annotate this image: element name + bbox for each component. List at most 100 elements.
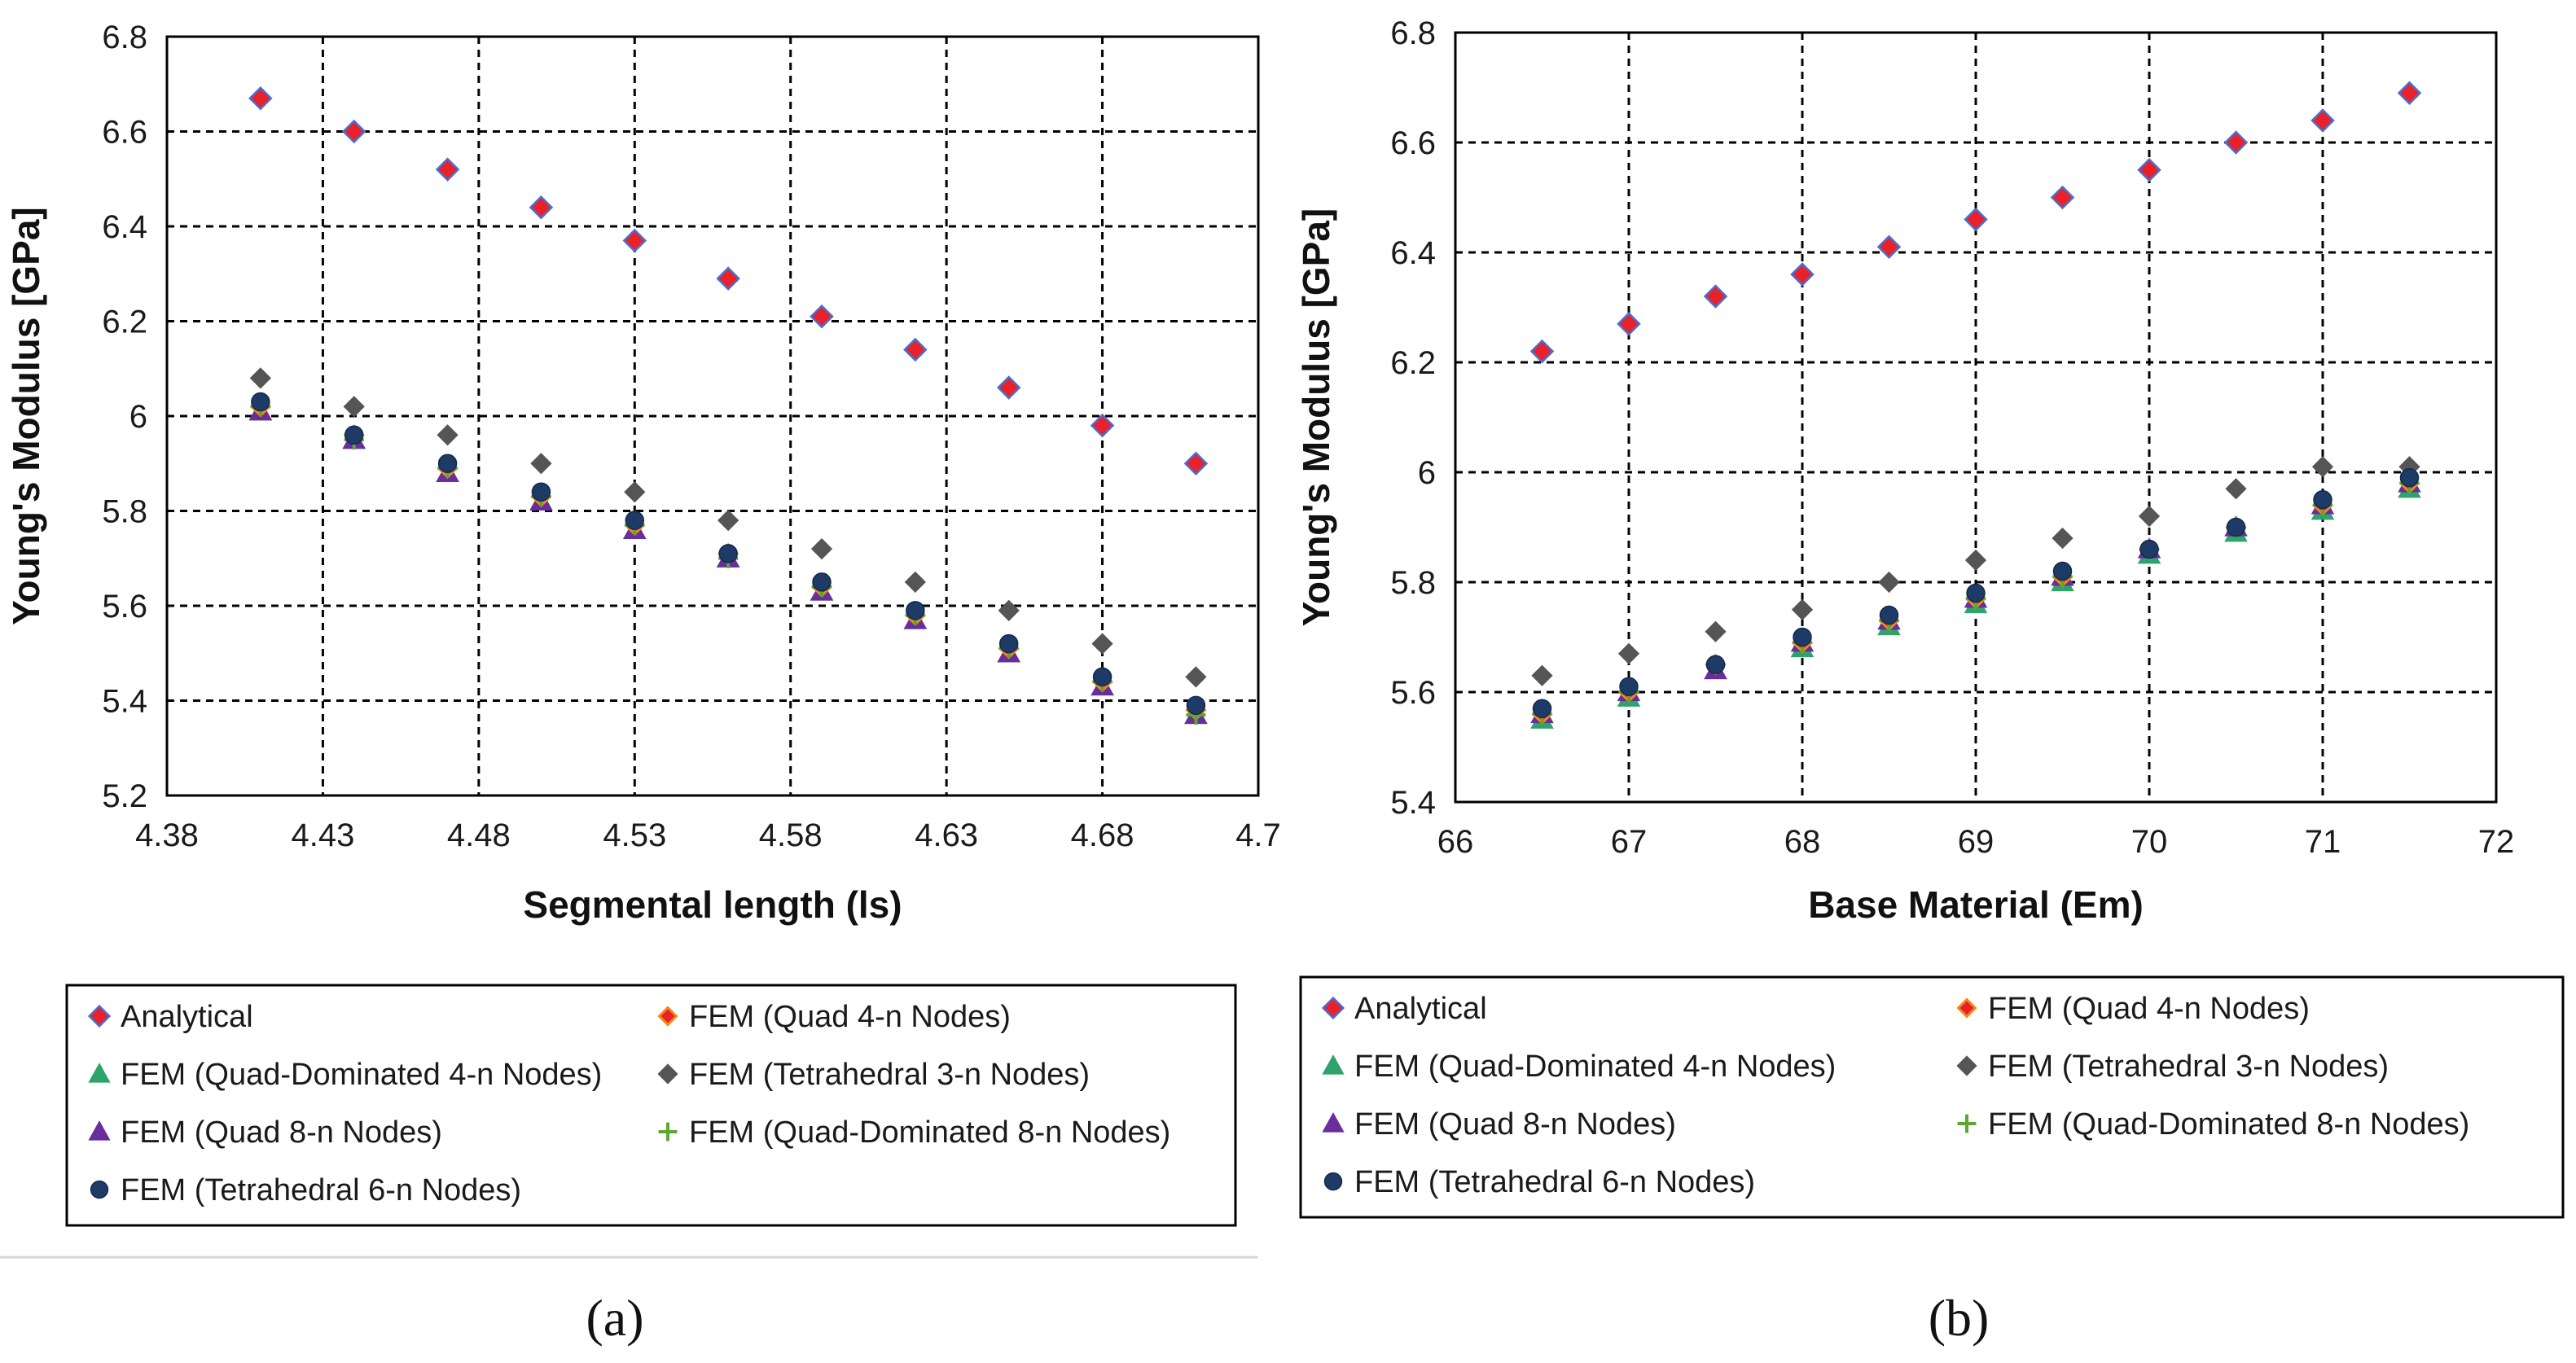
legend-label: Analytical — [121, 1000, 253, 1034]
data-point — [624, 481, 646, 503]
x-tick-label: 4.48 — [447, 817, 511, 853]
data-point — [1529, 339, 1555, 364]
legend-marker-tet3 — [1956, 1055, 1977, 1076]
data-point — [1793, 627, 1812, 647]
data-point — [810, 537, 833, 560]
x-tick-label: 4.53 — [603, 817, 666, 853]
y-tick-label: 6.4 — [1390, 235, 1436, 271]
data-point — [998, 633, 1019, 654]
x-tick-label: 72 — [2478, 824, 2515, 860]
data-point — [2138, 505, 2161, 528]
y-tick-label: 5.6 — [1390, 675, 1436, 711]
series-analytical — [248, 85, 1209, 476]
series-tet6 — [1532, 468, 2420, 718]
legend-label: FEM (Tetrahedral 6-n Nodes) — [1354, 1165, 1755, 1199]
y-tick-label: 6.8 — [1390, 15, 1436, 51]
data-point — [249, 367, 271, 389]
data-point — [344, 425, 364, 445]
x-axis-title: Segmental length (ls) — [523, 883, 902, 926]
data-point — [437, 424, 459, 446]
data-point — [531, 482, 551, 502]
legend-label: FEM (Tetrahedral 3-n Nodes) — [1988, 1050, 2389, 1084]
data-point — [1186, 695, 1206, 716]
data-point — [2311, 108, 2335, 133]
data-point — [2399, 468, 2420, 488]
data-point — [2313, 490, 2332, 510]
legend-marker-analytical — [87, 1004, 112, 1028]
legend-label: FEM (Quad 4-n Nodes) — [689, 1000, 1011, 1034]
data-point — [1966, 583, 1986, 603]
data-point — [1964, 549, 1987, 572]
data-point — [718, 510, 739, 532]
data-point — [1090, 413, 1115, 438]
legend-marker-qd8 — [658, 1122, 678, 1142]
legend: Analytical FEM (Quad 4-n Nodes) FEM (Quad-… — [1299, 975, 2565, 1219]
x-tick-label: 4.43 — [291, 817, 354, 853]
legend-marker-quad4 — [657, 1006, 678, 1027]
x-tick-label: 66 — [1437, 824, 1474, 860]
data-point — [1617, 642, 1640, 664]
x-axis-title: Base Material (Em) — [1808, 883, 2144, 926]
data-point — [622, 228, 647, 253]
data-point — [435, 157, 460, 182]
chart-panel-a: 4.38 4.43 4.48 4.53 4.58 4.63 4.68 4.7 5.2 5.4 5.6… — [0, 20, 1281, 1347]
y-tick-label: 6 — [1418, 455, 1436, 491]
x-tick-label: 71 — [2305, 824, 2341, 860]
data-point — [529, 195, 554, 220]
data-point — [1879, 605, 1899, 625]
data-point — [2397, 81, 2422, 106]
data-point — [906, 601, 925, 620]
series-tet3 — [249, 367, 1207, 688]
data-point — [1617, 311, 1641, 336]
series-analytical — [1529, 81, 2422, 364]
series-tet6 — [251, 392, 1206, 716]
data-point — [1964, 207, 1988, 232]
data-point — [437, 454, 458, 473]
data-point — [2050, 185, 2075, 210]
data-point — [1705, 620, 1727, 642]
data-point — [1531, 664, 1553, 686]
legend-label: FEM (Quad 8-n Nodes) — [1354, 1107, 1676, 1142]
data-point — [1791, 598, 1814, 620]
y-tick-label: 6.6 — [1390, 125, 1436, 161]
legend-marker-tet6 — [1323, 1172, 1343, 1191]
y-tick-label: 6.4 — [102, 209, 147, 245]
data-point — [1878, 571, 1900, 594]
data-point — [1532, 699, 1552, 718]
panel-label: (a) — [586, 1289, 643, 1347]
data-point — [810, 304, 834, 329]
data-point — [2223, 130, 2249, 155]
data-point — [530, 453, 552, 475]
data-point — [998, 599, 1020, 621]
data-point — [625, 511, 645, 530]
legend-label: FEM (Tetrahedral 3-n Nodes) — [689, 1058, 1090, 1092]
x-tick-label: 4.63 — [915, 817, 978, 853]
legend-marker-qd4 — [1322, 1054, 1345, 1075]
data-point — [903, 337, 928, 362]
legend-label: FEM (Quad-Dominated 4-n Nodes) — [1354, 1050, 1836, 1084]
x-tick-label: 70 — [2131, 824, 2168, 860]
data-point — [1183, 451, 1209, 476]
y-axis-title: Young's Modulus [GPa] — [1295, 208, 1337, 627]
legend-label: FEM (Quad 4-n Nodes) — [1988, 992, 2310, 1026]
data-point — [718, 544, 738, 563]
legend-marker-qd4 — [88, 1063, 111, 1083]
legend-box — [1299, 975, 2565, 1219]
data-point — [2226, 517, 2246, 537]
data-point — [1619, 677, 1639, 696]
legend-label: Analytical — [1354, 992, 1487, 1026]
legend-marker-tet3 — [657, 1063, 678, 1085]
data-point — [1705, 655, 1726, 674]
legend-marker-quad4 — [1956, 997, 1977, 1019]
legend-marker-quad8 — [1322, 1112, 1345, 1133]
data-point — [2137, 157, 2161, 182]
data-point — [996, 375, 1021, 400]
data-point — [2225, 478, 2247, 500]
legend-marker-tet6 — [90, 1180, 109, 1199]
chart-panel-b: 66 67 68 69 70 71 72 5.4 5.6 5.8 6 6.2 6.4 6.6 6.8 Base… — [1295, 15, 2565, 1347]
y-tick-label: 5.2 — [102, 778, 147, 814]
x-tick-label: 4.68 — [1071, 817, 1134, 853]
y-tick-label: 6.6 — [102, 115, 147, 151]
data-point — [2052, 527, 2074, 550]
